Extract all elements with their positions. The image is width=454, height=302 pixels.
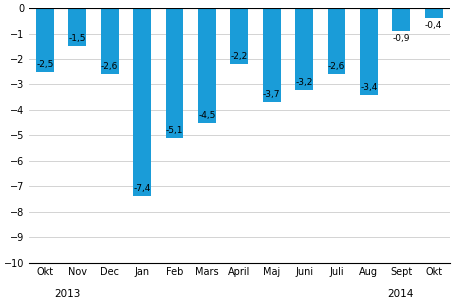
Text: -0,4: -0,4 xyxy=(425,21,442,31)
Text: 2013: 2013 xyxy=(54,289,81,299)
Text: -3,7: -3,7 xyxy=(263,90,281,99)
Bar xyxy=(101,8,118,74)
Bar xyxy=(295,8,313,90)
Text: -2,6: -2,6 xyxy=(328,62,345,71)
Bar xyxy=(230,8,248,64)
Bar xyxy=(36,8,54,72)
Text: -0,9: -0,9 xyxy=(393,34,410,43)
Text: 2014: 2014 xyxy=(387,289,413,299)
Bar xyxy=(198,8,216,123)
Text: -2,2: -2,2 xyxy=(231,52,248,61)
Text: -7,4: -7,4 xyxy=(133,184,151,193)
Bar xyxy=(327,8,345,74)
Text: -1,5: -1,5 xyxy=(69,34,86,43)
Bar xyxy=(392,8,410,31)
Bar xyxy=(360,8,378,95)
Bar xyxy=(425,8,443,18)
Text: -5,1: -5,1 xyxy=(166,126,183,135)
Text: -3,4: -3,4 xyxy=(360,82,378,92)
Bar xyxy=(166,8,183,138)
Bar xyxy=(263,8,281,102)
Text: -4,5: -4,5 xyxy=(198,111,216,120)
Bar xyxy=(133,8,151,196)
Text: -2,5: -2,5 xyxy=(36,60,54,69)
Text: -2,6: -2,6 xyxy=(101,62,118,71)
Text: -3,2: -3,2 xyxy=(296,78,313,86)
Bar xyxy=(69,8,86,46)
